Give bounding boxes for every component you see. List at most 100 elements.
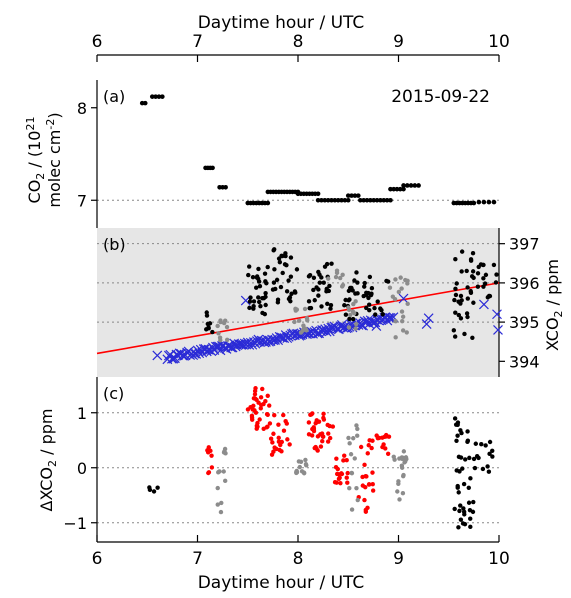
panel-b-point: [299, 330, 303, 334]
panel-c-point: [401, 491, 405, 495]
panel-c-point: [465, 429, 469, 433]
panel-c-point: [386, 452, 390, 456]
panel-c-point: [463, 522, 467, 526]
panel-b-point: [452, 298, 456, 302]
panel-c-point: [319, 444, 323, 448]
panel-b-point: [271, 287, 275, 291]
panel-c-point: [255, 421, 259, 425]
bottom-x-tick-label-0: 6: [92, 549, 103, 569]
panel-b-point: [251, 306, 255, 310]
panel-c-point: [252, 396, 256, 400]
panel-b-point: [289, 255, 293, 259]
panel-b-point: [393, 335, 397, 339]
panel-b-point: [254, 286, 258, 290]
panel-c-point: [259, 403, 263, 407]
panel-c-point: [282, 428, 286, 432]
panel-b-point: [246, 273, 250, 277]
panel-c-point: [467, 501, 471, 505]
panel-b-point: [307, 274, 311, 278]
panel-c-point: [295, 469, 299, 473]
panel-b-point: [344, 313, 348, 317]
panel-c-point: [209, 453, 213, 457]
panel-b-point: [295, 267, 299, 271]
panel-c-point: [476, 456, 480, 460]
bottom-x-axis-label: Daytime hour / UTC: [198, 573, 365, 593]
panel-a-tag: (a): [103, 87, 125, 106]
panel-c-point: [381, 442, 385, 446]
panel-b-point: [205, 313, 209, 317]
panel-b-point: [272, 267, 276, 271]
panel-c-point: [454, 439, 458, 443]
panel-b-point: [276, 298, 280, 302]
panel-c-point: [345, 458, 349, 462]
panel-b-ytick-label-1: 395: [509, 313, 540, 332]
panel-c-point: [308, 413, 312, 417]
panel-b-point: [352, 311, 356, 315]
panel-b-point: [225, 338, 229, 342]
panel-c-point: [473, 466, 477, 470]
panel-b-point: [275, 278, 279, 282]
panel-b-point: [329, 261, 333, 265]
panel-c-point: [321, 412, 325, 416]
panel-c-point: [251, 404, 255, 408]
panel-b-point: [367, 302, 371, 306]
panel-c-point: [347, 486, 351, 490]
panel-b-ytick-label-2: 396: [509, 274, 540, 293]
panel-c-point: [337, 472, 341, 476]
panel-c-point: [207, 445, 211, 449]
panel-c-point: [456, 420, 460, 424]
panel-a-ylabel-sup: 21: [24, 117, 37, 131]
panel-c-point: [363, 485, 367, 489]
panel-c-point: [310, 433, 314, 437]
panel-b-point: [465, 269, 469, 273]
panel-c-point: [347, 441, 351, 445]
panel-c-point: [272, 413, 276, 417]
panel-c-point: [346, 436, 350, 440]
panel-b-point: [223, 318, 227, 322]
panel-c-point: [371, 482, 375, 486]
panel-b-point: [462, 332, 466, 336]
panel-c-point: [400, 464, 404, 468]
panel-c-ytick-label-0: −1: [63, 514, 87, 533]
panel-c-point: [468, 508, 472, 512]
panel-b-point: [470, 336, 474, 340]
panel-b-point: [256, 295, 260, 299]
panel-b-point: [326, 276, 330, 280]
panel-b-point: [350, 288, 354, 292]
panel-b-point: [393, 319, 397, 323]
panel-b-point: [322, 281, 326, 285]
panel-b-point: [453, 334, 457, 338]
panel-c-point: [458, 428, 462, 432]
panel-c-point: [269, 437, 273, 441]
panel-c-point: [155, 485, 159, 489]
panel-b-point: [263, 271, 267, 275]
panel-c-point: [259, 395, 263, 399]
panel-c-point: [351, 436, 355, 440]
panel-c-point: [276, 422, 280, 426]
panel-b-point: [323, 264, 327, 268]
panel-b-point: [393, 277, 397, 281]
panel-b-point: [292, 320, 296, 324]
panel-c-point: [315, 448, 319, 452]
panel-b-ytick-label-0: 394: [509, 352, 540, 371]
panel-c-point: [328, 424, 332, 428]
panel-b-point: [341, 283, 345, 287]
panel-b-point: [494, 280, 498, 284]
panel-c-point: [467, 486, 471, 490]
panel-c-point: [362, 498, 366, 502]
panel-b-point: [469, 291, 473, 295]
panel-c-point: [222, 449, 226, 453]
panel-b-point: [386, 279, 390, 283]
panel-c-point: [452, 507, 456, 511]
panel-c-point: [297, 459, 301, 463]
panel-b: 394395396397(b): [97, 228, 540, 377]
panel-c-point: [483, 443, 487, 447]
panel-a-point: [356, 193, 361, 198]
panel-b-point: [454, 281, 458, 285]
panel-c-point: [285, 437, 289, 441]
panel-c-point: [342, 453, 346, 457]
panel-c-point: [485, 464, 489, 468]
panel-b-point: [314, 285, 318, 289]
date-label: 2015-09-22: [391, 87, 490, 107]
panel-b-point: [313, 298, 317, 302]
